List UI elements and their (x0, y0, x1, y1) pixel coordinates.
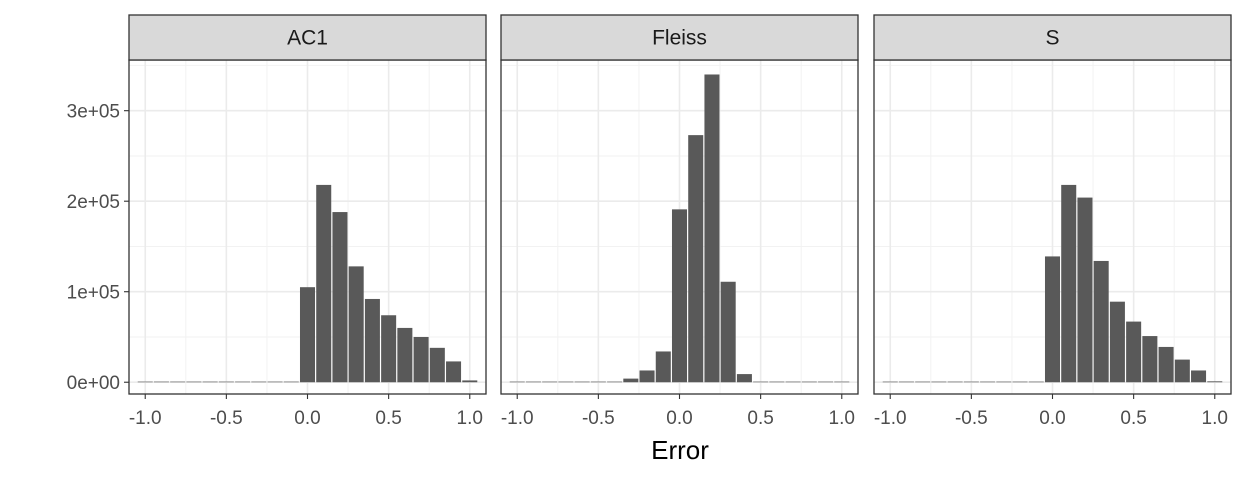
histogram-bar (218, 381, 234, 383)
x-tick-label: 1.0 (1202, 408, 1228, 429)
histogram-bar (462, 380, 478, 383)
x-tick-label: 0.0 (294, 408, 320, 429)
histogram-bar (283, 381, 299, 383)
histogram-bar (607, 381, 623, 383)
x-tick-label: 1.0 (457, 408, 483, 429)
histogram-bar (655, 351, 671, 383)
histogram-bar (153, 381, 169, 383)
histogram-bar (1028, 381, 1044, 383)
histogram-bar (332, 212, 348, 383)
histogram-bar (429, 347, 445, 383)
histogram-bar (364, 298, 380, 383)
histogram-bar (574, 381, 590, 383)
histogram-bar (1207, 381, 1223, 383)
histogram-bar (251, 381, 267, 383)
histogram-bar (525, 381, 541, 383)
histogram-bar (996, 381, 1012, 383)
histogram-bar (413, 336, 429, 383)
x-tick-label: -1.0 (501, 408, 534, 429)
histogram-bar (898, 381, 914, 383)
histogram-bar (623, 378, 639, 383)
histogram-bar (639, 370, 655, 383)
x-axis-title: Error (651, 435, 709, 465)
facet-panel-fleiss: Fleiss -1.0 -0.5 0.0 0.5 1.0 (500, 14, 859, 429)
histogram-bar (720, 281, 736, 383)
histogram-bar (1126, 321, 1142, 383)
x-tick-label: -0.5 (955, 408, 988, 429)
histogram-bar (980, 381, 996, 383)
histogram-bar (235, 381, 251, 383)
histogram-bar (397, 327, 413, 383)
histogram-bar (446, 361, 462, 383)
facet-strip (873, 14, 1232, 61)
histogram-bar (267, 381, 283, 383)
facet-panels: AC1 -1.0 -0.5 0.0 0.5 1.0 Fleiss -1.0 -0.5 0.0 0.5… (128, 14, 1232, 429)
histogram-bar (590, 381, 606, 383)
histogram-bar (348, 266, 364, 383)
facet-strip (128, 14, 487, 61)
facet-strip-label: Fleiss (652, 27, 707, 50)
histogram-bar (1142, 336, 1158, 383)
y-tick-label: 3e+05 (67, 102, 120, 123)
histogram-bar (801, 381, 817, 383)
histogram-bar (316, 184, 332, 383)
facet-panel-s: S -1.0 -0.5 0.0 0.5 1.0 (873, 14, 1232, 429)
y-tick-label: 2e+05 (67, 192, 120, 213)
histogram-bar (915, 381, 931, 383)
x-tick-label: -1.0 (129, 408, 162, 429)
facet-panel-ac1: AC1 -1.0 -0.5 0.0 0.5 1.0 (128, 14, 487, 429)
facet-strip-label: S (1045, 27, 1059, 50)
x-tick-label: 0.5 (747, 408, 773, 429)
histogram-bar (1109, 301, 1125, 383)
histogram-bar (753, 381, 769, 383)
x-tick-label: -0.5 (582, 408, 615, 429)
y-tick-label: 0e+00 (67, 373, 120, 394)
x-tick-label: 0.0 (666, 408, 692, 429)
x-tick-label: 1.0 (829, 408, 855, 429)
histogram-bar (818, 381, 834, 383)
histogram-bar (882, 381, 898, 383)
histogram-bar (137, 381, 153, 383)
x-tick-label: 0.5 (1120, 408, 1146, 429)
histogram-bar (1077, 197, 1093, 383)
histogram-bar (736, 374, 752, 383)
x-tick-label: 0.5 (375, 408, 401, 429)
histogram-bar (170, 381, 186, 383)
histogram-bar (1093, 260, 1109, 383)
histogram-bar (769, 381, 785, 383)
histogram-bar (1012, 381, 1028, 383)
histogram-bar (299, 287, 316, 383)
histogram-bar (947, 381, 963, 383)
facet-strip (500, 14, 859, 61)
histogram-bar (785, 381, 801, 383)
y-tick-label: 1e+05 (67, 283, 120, 304)
histogram-bar (558, 381, 574, 383)
x-tick-label: -0.5 (210, 408, 243, 429)
x-tick-label: 0.0 (1039, 408, 1065, 429)
histogram-bar (931, 381, 947, 383)
histogram-bar (1174, 359, 1190, 383)
histogram-bar (1158, 346, 1174, 383)
histogram-bar (688, 135, 704, 383)
histogram-bar (834, 381, 850, 383)
facet-strip-label: AC1 (287, 27, 328, 50)
histogram-bar (202, 381, 218, 383)
histogram-bar (381, 315, 397, 383)
histogram-bar (509, 381, 525, 383)
histogram-bar (1044, 256, 1061, 383)
histogram-bar (963, 381, 979, 383)
histogram-bar (186, 381, 202, 383)
histogram-bar (704, 74, 720, 383)
histogram-bar (1191, 370, 1207, 383)
y-axis: 0e+00 1e+05 2e+05 3e+05 (67, 102, 129, 394)
histogram-bar (542, 381, 558, 383)
x-tick-label: -1.0 (874, 408, 907, 429)
histogram-bar (671, 209, 688, 383)
histogram-bar (1061, 184, 1077, 383)
